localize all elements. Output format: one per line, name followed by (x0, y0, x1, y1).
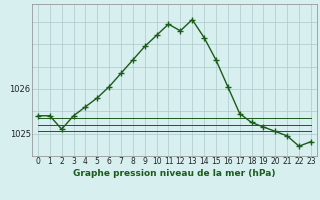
X-axis label: Graphe pression niveau de la mer (hPa): Graphe pression niveau de la mer (hPa) (73, 169, 276, 178)
